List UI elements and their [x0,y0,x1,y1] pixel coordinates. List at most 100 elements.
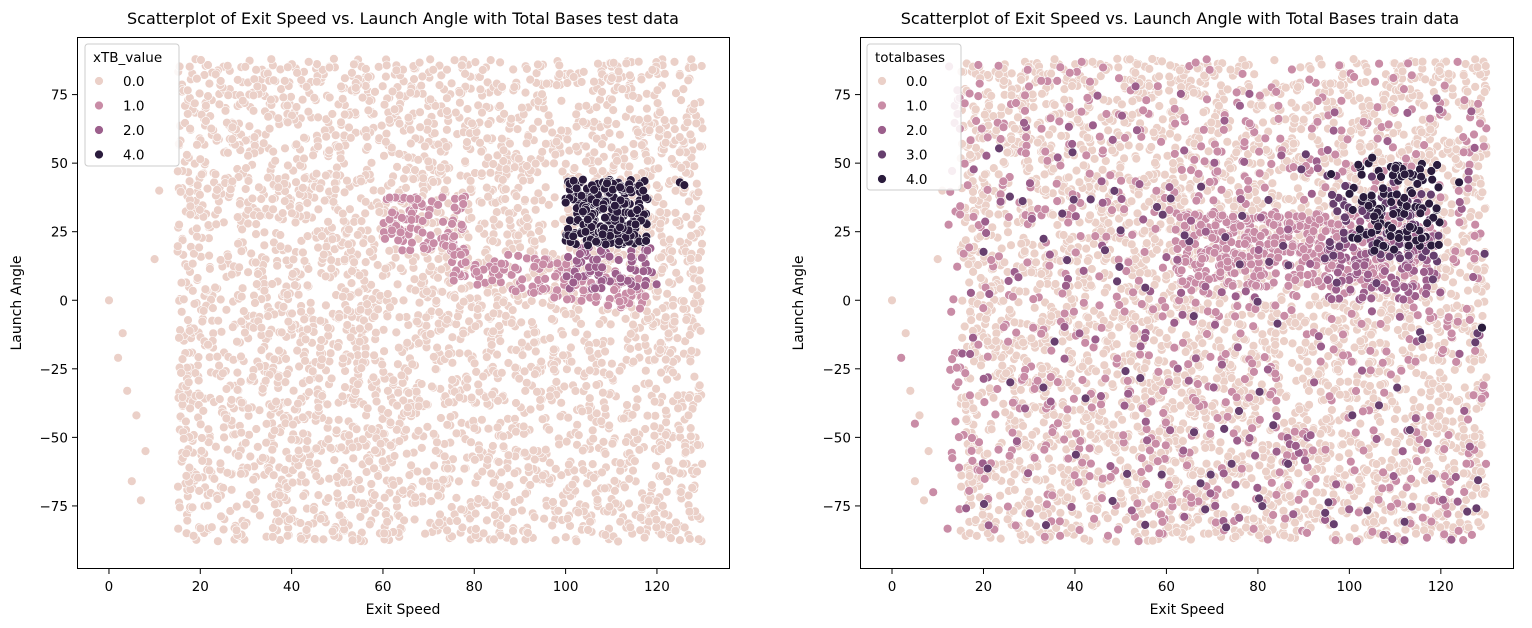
scatter-point [689,298,699,308]
scatter-point [487,389,497,400]
scatter-point [692,290,702,300]
scatter-point [385,417,396,428]
scatter-point [268,523,278,533]
scatter-point [298,247,308,258]
scatter-point [283,62,293,72]
x-tick-label: 60 [374,579,391,595]
scatter-point [629,149,639,159]
scatter-point [496,259,507,269]
scatter-point [449,202,460,213]
scatter-point [268,532,278,542]
scatter-point [508,64,518,75]
scatter-point [430,101,441,111]
scatter-point [493,396,503,406]
scatter-point [181,416,191,427]
scatter-point [498,156,508,166]
scatter-point [369,463,379,474]
scatter-point [568,231,578,242]
scatter-point [1323,351,1333,361]
scatter-point [361,132,372,142]
scatter-point [425,230,436,241]
scatter-point [462,382,472,393]
scatter-point [236,469,246,479]
scatter-point [639,532,650,543]
scatter-point [403,112,414,123]
scatter-point [632,394,643,405]
scatter-point [482,287,493,298]
scatter-point [549,344,559,355]
scatter-point [426,261,436,272]
x-tick-label: 0 [105,579,114,595]
scatter-point [536,356,546,367]
scatter-point [431,481,442,491]
scatter-point [470,508,481,519]
scatter-point [1426,403,1436,413]
scatter-point [321,170,331,181]
scatter-point [301,525,312,535]
scatter-point [306,306,316,316]
scatter-point [670,526,681,536]
scatter-point [197,169,207,180]
scatter-point [510,162,520,172]
scatter-point [288,254,299,265]
scatter-point [445,412,456,422]
scatter-point [405,87,415,98]
scatter-point [354,475,364,485]
scatter-point [462,104,473,114]
scatter-point [208,303,218,313]
scatter-point [640,424,650,434]
scatter-point [624,474,634,484]
scatter-point [457,220,467,230]
scatter-point [292,68,302,78]
scatter-point [183,315,193,325]
scatter-point [634,115,644,125]
scatter-point [409,274,420,284]
scatter-point [346,278,357,288]
y-tick-label: −25 [40,362,69,378]
scatter-point [451,493,462,503]
scatter-point [541,139,551,149]
scatter-point [494,457,504,467]
scatter-point [412,466,423,477]
scatter-point [676,163,686,173]
scatter-point [545,391,555,401]
scatter-point [665,254,675,264]
scatter-point [339,255,350,265]
scatter-point [374,501,385,511]
scatter-point [585,365,595,376]
scatter-point [275,241,286,252]
x-axis-ticks: 0 20 40 60 80 100 120 [105,569,670,595]
scatter-point [379,528,389,538]
scatter-point [251,229,261,239]
scatter-point [456,284,467,294]
scatter-point [517,274,527,285]
scatter-point [697,239,707,249]
scatter-point [200,284,211,294]
scatter-point [404,388,414,398]
scatter-point [313,490,324,500]
scatter-point [1327,405,1337,415]
scatter-point [494,321,504,331]
scatter-point [497,134,507,144]
scatter-point [258,384,268,394]
scatter-point [571,183,582,194]
scatter-point [688,62,699,72]
scatter-point [688,264,698,275]
scatter-point [556,125,566,136]
scatter-point [174,220,184,230]
scatter-points [887,54,1492,547]
scatter-point [607,439,618,449]
scatter-point [562,294,572,305]
scatter-point [449,275,459,286]
scatter-point [607,94,617,105]
scatter-point [259,240,269,251]
scatter-point [353,379,363,389]
scatter-point [398,295,409,306]
scatter-point [633,127,643,137]
scatter-point [409,74,419,84]
scatter-point [267,194,278,204]
scatter-point [252,279,262,289]
scatter-point [370,445,380,456]
scatter-point [324,145,334,156]
scatter-point [394,436,405,446]
